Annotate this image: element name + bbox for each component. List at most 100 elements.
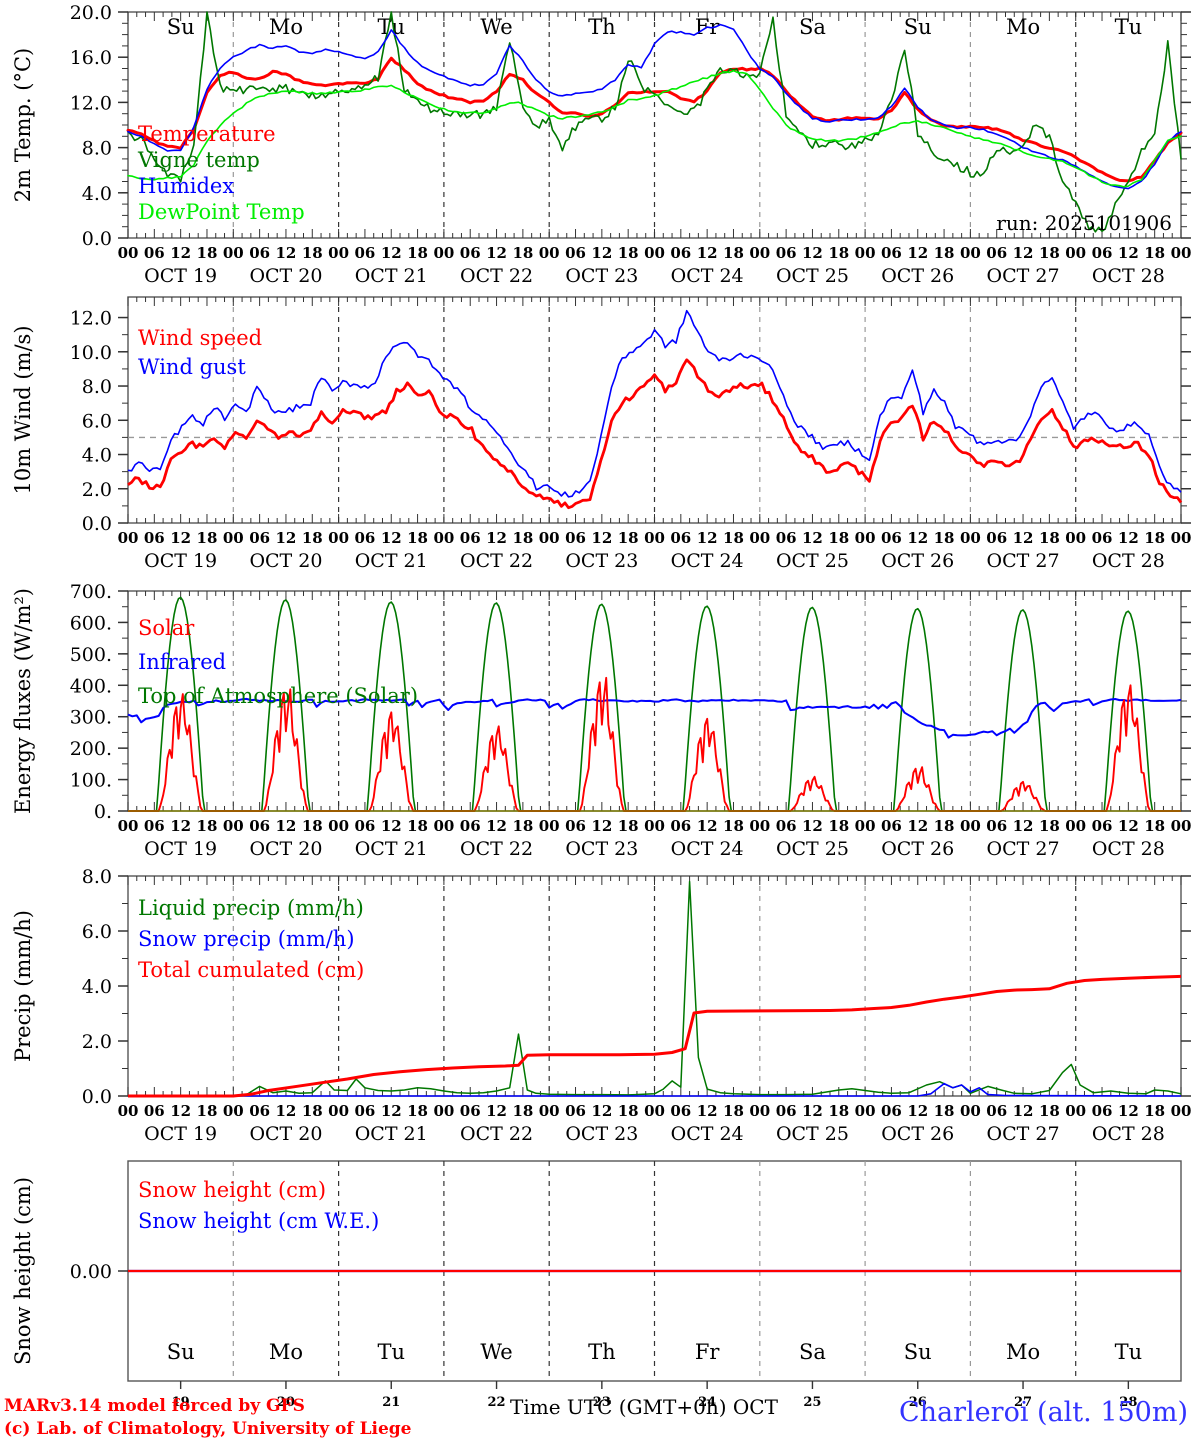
daynum-label: 21 [382, 1395, 400, 1410]
date-label: OCT 20 [249, 265, 322, 287]
hour-tick-label: 12 [802, 529, 823, 547]
hour-tick-label: 12 [170, 244, 191, 262]
hour-tick-label: 00 [433, 817, 454, 835]
hour-tick-label: 06 [1092, 529, 1113, 547]
y-tick-label: 0.0 [82, 228, 112, 250]
wind-series-0 [127, 358, 1183, 510]
hour-tick-label: 06 [460, 244, 481, 262]
hour-tick-label: 00 [433, 529, 454, 547]
hour-tick-label: 00 [328, 529, 349, 547]
hour-tick-label: 00 [433, 244, 454, 262]
date-label: OCT 25 [776, 265, 849, 287]
hour-tick-label: 12 [486, 244, 507, 262]
temp-legend-2: Humidex [138, 174, 234, 198]
y-tick-label: 4.0 [82, 976, 112, 998]
hour-tick-label: 00 [539, 244, 560, 262]
date-label: OCT 27 [987, 265, 1060, 287]
y-tick-label: 0.0 [82, 513, 112, 535]
y-tick-label: 12.0 [70, 308, 112, 330]
run-label-text: run: 2025101906 [996, 211, 1172, 235]
hour-tick-label: 18 [197, 1102, 218, 1120]
footer-line-2-text: (c) Lab. of Climatology, University of L… [4, 1419, 412, 1439]
wind-axis-title: 10m Wind (m/s) [11, 325, 35, 494]
y-tick-label: 700. [70, 581, 112, 603]
y-tick-label: 2.0 [82, 479, 112, 501]
hour-tick-label: 12 [802, 817, 823, 835]
flux-legend-2: Top of Atmosphere (Solar) [138, 684, 418, 708]
temp-dayname: Sa [799, 15, 826, 39]
hour-tick-label: 00 [1065, 817, 1086, 835]
y-tick-label: 4.0 [82, 445, 112, 467]
hour-tick-label: 18 [1144, 1102, 1165, 1120]
hour-tick-label: 00 [749, 244, 770, 262]
y-tick-label: 6.0 [82, 410, 112, 432]
date-label: OCT 20 [249, 838, 322, 860]
hour-tick-label: 00 [539, 1102, 560, 1120]
hour-tick-label: 18 [723, 817, 744, 835]
snow-dayname: Fr [695, 1340, 721, 1364]
snow-dayname: Mo [269, 1340, 303, 1364]
y-tick-label: 20.0 [70, 2, 112, 24]
daynum-label: 27 [1014, 1395, 1032, 1410]
hour-tick-label: 12 [1118, 529, 1139, 547]
hour-tick-label: 00 [328, 244, 349, 262]
hour-tick-label: 18 [934, 529, 955, 547]
hour-tick-label: 18 [512, 1102, 533, 1120]
temp-dayname: Mo [1006, 15, 1040, 39]
precip-liquid-series [128, 880, 1182, 1097]
date-label: OCT 23 [565, 265, 638, 287]
hour-tick-label: 00 [223, 244, 244, 262]
date-label: OCT 19 [144, 550, 217, 572]
hour-tick-label: 18 [1039, 529, 1060, 547]
hour-tick-label: 06 [1092, 817, 1113, 835]
flux-axis-title: Energy fluxes (W/m²) [11, 588, 35, 814]
date-label: OCT 25 [776, 550, 849, 572]
date-label: OCT 22 [460, 838, 533, 860]
hour-tick-label: 12 [591, 529, 612, 547]
temp-series-0 [126, 56, 1183, 183]
date-label: OCT 28 [1092, 838, 1165, 860]
hour-tick-label: 12 [591, 817, 612, 835]
hour-tick-label: 06 [354, 244, 375, 262]
hour-tick-label: 18 [302, 244, 323, 262]
date-label: OCT 25 [776, 1123, 849, 1145]
hour-tick-label: 06 [460, 1102, 481, 1120]
hour-tick-label: 18 [512, 244, 533, 262]
snow-dayname: Sa [799, 1340, 826, 1364]
temp-dayname: Tu [377, 15, 405, 39]
hour-tick-label: 18 [407, 244, 428, 262]
time-axis-title-text: Time UTC (GMT+0h) OCT [510, 1395, 779, 1419]
hour-tick-label: 00 [960, 529, 981, 547]
hour-tick-label: 12 [276, 244, 297, 262]
wind-legend-1: Wind gust [138, 355, 246, 379]
hour-tick-label: 18 [723, 529, 744, 547]
hour-tick-label: 12 [1118, 817, 1139, 835]
date-label: OCT 19 [144, 1123, 217, 1145]
hour-tick-label: 06 [670, 244, 691, 262]
precip-snow-series [128, 1082, 1182, 1097]
hour-tick-label: 12 [381, 529, 402, 547]
precip-legend-0: Liquid precip (mm/h) [138, 896, 364, 920]
hour-tick-label: 00 [539, 529, 560, 547]
footer-line-1-text: MARv3.14 model forced by GFS [4, 1396, 305, 1416]
hour-tick-label: 00 [1171, 244, 1192, 262]
hour-tick-label: 06 [881, 817, 902, 835]
hour-tick-label: 18 [723, 244, 744, 262]
date-label: OCT 27 [987, 550, 1060, 572]
hour-tick-label: 00 [960, 1102, 981, 1120]
hour-tick-label: 06 [776, 244, 797, 262]
hour-tick-label: 06 [670, 817, 691, 835]
hour-tick-label: 06 [986, 529, 1007, 547]
y-tick-label: 500. [70, 644, 112, 666]
hour-tick-label: 06 [1092, 1102, 1113, 1120]
date-label: OCT 21 [355, 550, 428, 572]
hour-tick-label: 06 [881, 1102, 902, 1120]
hour-tick-label: 18 [934, 1102, 955, 1120]
temp-series-2 [127, 23, 1182, 190]
hour-tick-label: 12 [1013, 817, 1034, 835]
temp-dayname: We [480, 15, 512, 39]
hour-tick-label: 00 [118, 1102, 139, 1120]
temp-legend-1: Vigne temp [137, 148, 260, 172]
hour-tick-label: 06 [670, 529, 691, 547]
hour-tick-label: 12 [802, 244, 823, 262]
